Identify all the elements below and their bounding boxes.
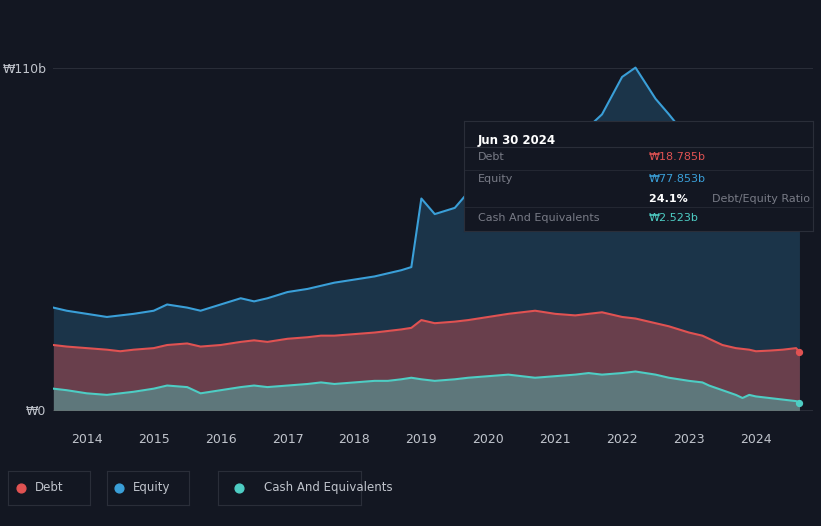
- Text: Cash And Equivalents: Cash And Equivalents: [264, 481, 392, 494]
- Point: [112, 484, 126, 492]
- Text: ₩18.785b: ₩18.785b: [649, 152, 706, 162]
- Text: Jun 30 2024: Jun 30 2024: [478, 134, 556, 147]
- Text: 24.1%: 24.1%: [649, 194, 691, 204]
- Text: ₩2.523b: ₩2.523b: [649, 213, 699, 222]
- Point: [793, 164, 806, 172]
- Point: [793, 348, 806, 356]
- Text: Equity: Equity: [478, 174, 513, 184]
- Point: [793, 398, 806, 407]
- Text: ₩77.853b: ₩77.853b: [649, 174, 706, 184]
- Point: [232, 484, 245, 492]
- Point: [14, 484, 27, 492]
- Text: Cash And Equivalents: Cash And Equivalents: [478, 213, 599, 222]
- Text: Equity: Equity: [133, 481, 171, 494]
- Text: Debt: Debt: [478, 152, 505, 162]
- Text: Debt: Debt: [34, 481, 63, 494]
- Text: Debt/Equity Ratio: Debt/Equity Ratio: [712, 194, 810, 204]
